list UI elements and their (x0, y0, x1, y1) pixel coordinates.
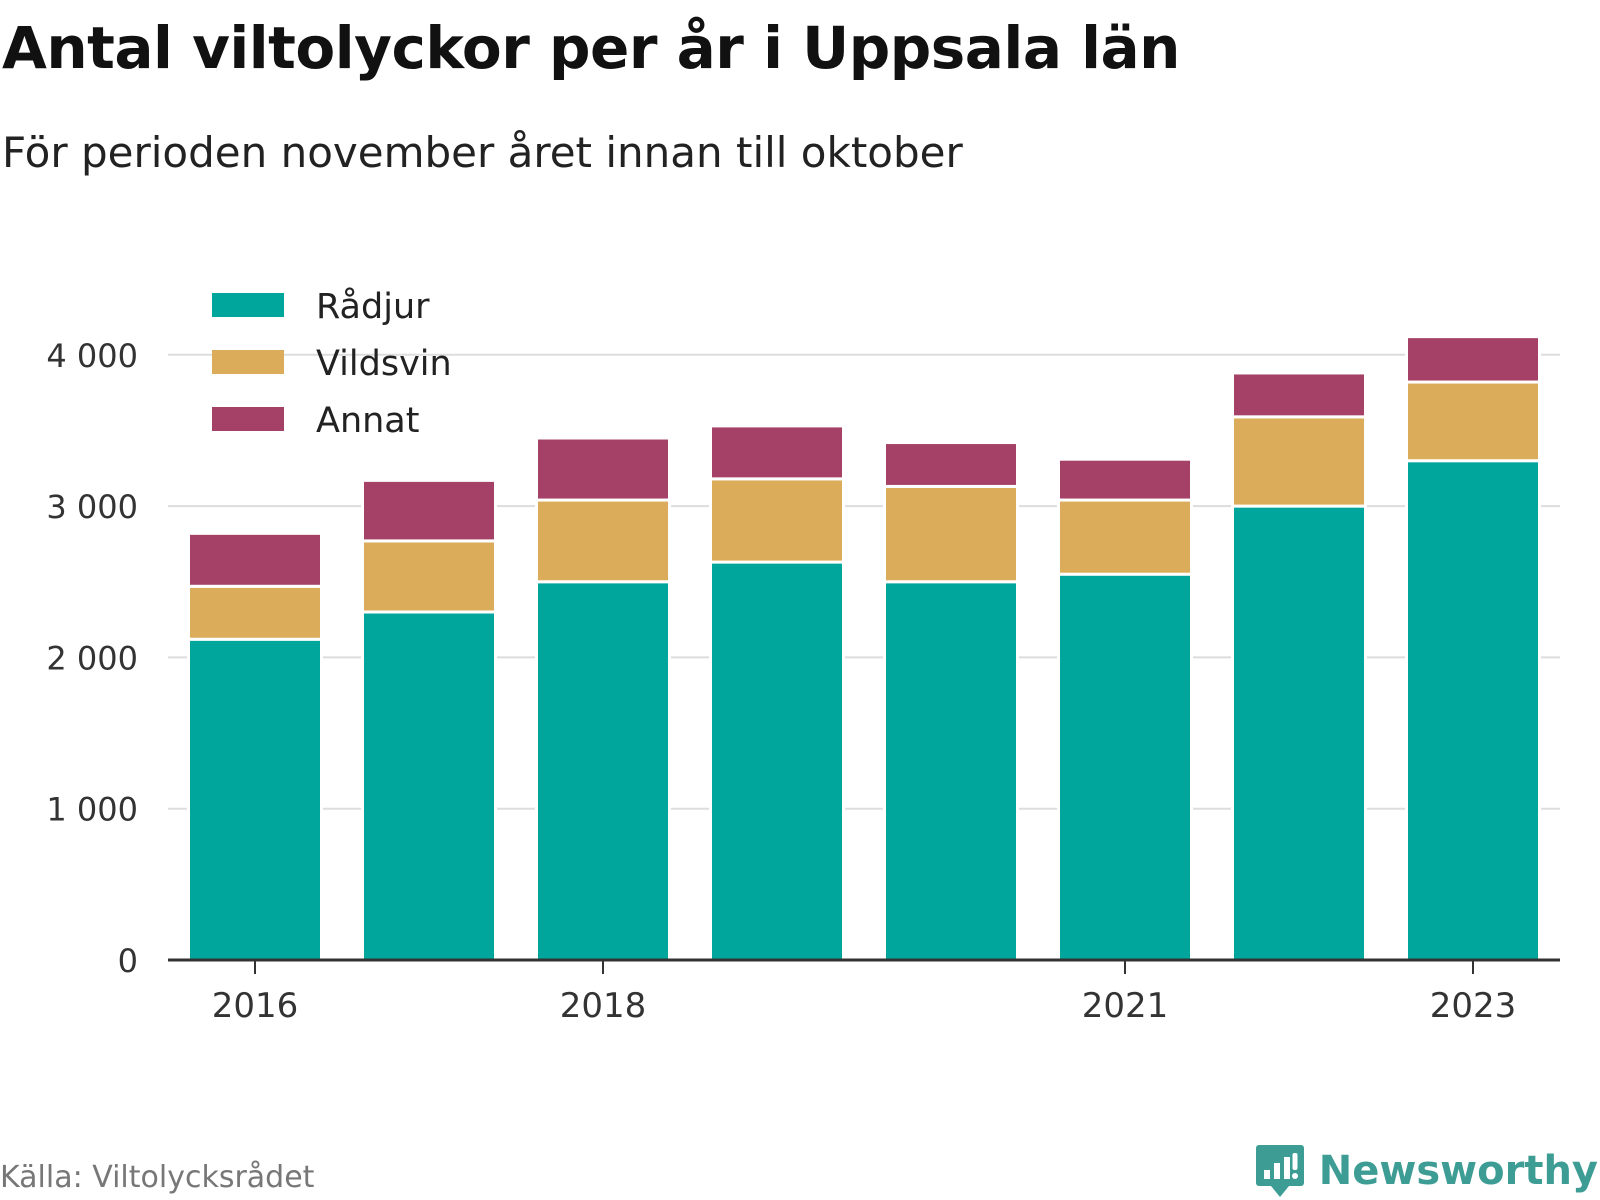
y-tick-label: 1 000 (46, 791, 138, 829)
bar-segment-vildsvin (1057, 498, 1193, 576)
chart-subtitle: För perioden november året innan till ok… (2, 128, 963, 177)
stacked-bar-chart: 0 1 000 2 000 3 000 4 000 2016 2018 2021 2023 Rå… (46, 286, 1560, 1026)
legend: Rådjur Vildsvin Annat (212, 286, 452, 441)
brand-logo: Newsworthy (1255, 1143, 1598, 1199)
bar-segment-rådjur (535, 580, 671, 962)
bar-segment-rådjur (361, 610, 497, 962)
bar-segment-vildsvin (535, 498, 671, 584)
y-tick-label: 2 000 (46, 639, 138, 677)
bars (187, 335, 1541, 962)
bar-segment-vildsvin (1231, 415, 1367, 508)
source-note: Källa: Viltolycksrådet (0, 1160, 315, 1195)
bar-segment-annat (535, 436, 671, 502)
y-tick-label: 0 (118, 942, 138, 980)
legend-swatch (212, 407, 284, 431)
legend-swatch (212, 293, 284, 317)
axes: 0 1 000 2 000 3 000 4 000 2016 2018 2021 2023 (46, 337, 1560, 1026)
bar-segment-annat (883, 441, 1019, 488)
chart-title: Antal viltolyckor per år i Uppsala län (2, 14, 1180, 82)
x-tick-label: 2018 (560, 986, 647, 1026)
y-tick-label: 4 000 (46, 337, 138, 375)
bar-segment-annat (1231, 371, 1367, 419)
x-tick-label: 2023 (1430, 986, 1517, 1026)
bar-segment-vildsvin (187, 584, 323, 641)
legend-label: Vildsvin (316, 344, 452, 384)
legend-label: Rådjur (316, 286, 430, 327)
bar-segment-annat (1405, 335, 1541, 384)
bar-segment-rådjur (1057, 572, 1193, 962)
bar-segment-annat (187, 531, 323, 588)
y-tick-label: 3 000 (46, 488, 138, 526)
x-tick-label: 2021 (1082, 986, 1169, 1026)
bar-chart-speech-bubble-icon (1255, 1145, 1304, 1197)
legend-label: Annat (316, 401, 419, 441)
brand-name: Newsworthy (1318, 1148, 1598, 1194)
x-tick-label: 2016 (212, 986, 299, 1026)
bar-segment-rådjur (1405, 459, 1541, 962)
bar-segment-annat (361, 478, 497, 543)
bar-segment-vildsvin (883, 484, 1019, 584)
bar-segment-annat (709, 424, 845, 481)
bar-segment-rådjur (187, 637, 323, 962)
legend-swatch (212, 350, 284, 374)
bar-segment-annat (1057, 457, 1193, 502)
bar-segment-rådjur (709, 560, 845, 962)
bar-segment-vildsvin (709, 477, 845, 564)
bar-segment-rådjur (1231, 504, 1367, 962)
bar-segment-rådjur (883, 580, 1019, 962)
bar-segment-vildsvin (361, 539, 497, 614)
bar-segment-vildsvin (1405, 380, 1541, 463)
